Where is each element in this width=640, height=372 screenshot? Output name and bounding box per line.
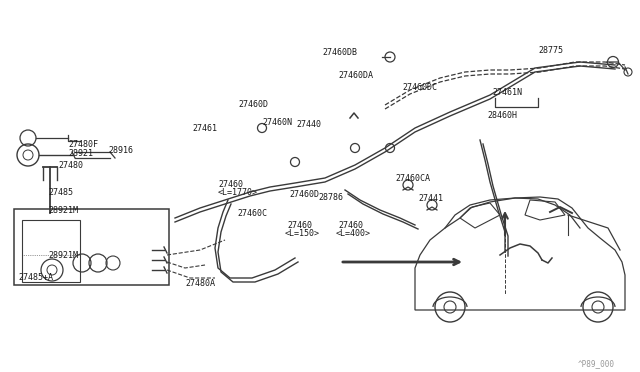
Text: 27485+A: 27485+A: [18, 273, 53, 282]
Text: 27480: 27480: [58, 160, 83, 170]
Text: 28460H: 28460H: [487, 110, 517, 119]
Text: 27485: 27485: [48, 187, 73, 196]
Text: 27480F: 27480F: [68, 140, 98, 148]
Text: 27460D: 27460D: [289, 189, 319, 199]
Text: 27460D: 27460D: [238, 99, 268, 109]
Text: 27460DA: 27460DA: [338, 71, 373, 80]
Text: 28775: 28775: [538, 45, 563, 55]
Text: <L=1770>: <L=1770>: [218, 187, 258, 196]
Text: 27461: 27461: [192, 124, 217, 132]
Text: <L=150>: <L=150>: [285, 228, 320, 237]
Text: 27460: 27460: [218, 180, 243, 189]
Text: 27460N: 27460N: [262, 118, 292, 126]
Text: 27460DB: 27460DB: [322, 48, 357, 57]
Text: 28921M: 28921M: [48, 205, 78, 215]
Text: <L=400>: <L=400>: [336, 228, 371, 237]
Text: ^P89_000: ^P89_000: [578, 359, 615, 368]
Text: 27460DC: 27460DC: [402, 83, 437, 92]
Text: 27460C: 27460C: [237, 208, 267, 218]
Text: 28916: 28916: [108, 145, 133, 154]
Text: 27460: 27460: [287, 221, 312, 230]
Text: 28921: 28921: [68, 148, 93, 157]
Text: 27441: 27441: [418, 193, 443, 202]
Text: 28921M: 28921M: [48, 250, 78, 260]
Text: 27480A: 27480A: [185, 279, 215, 289]
Text: 28786: 28786: [318, 192, 343, 202]
Text: 27461N: 27461N: [492, 87, 522, 96]
Text: 27460CA: 27460CA: [395, 173, 430, 183]
Text: 27460: 27460: [338, 221, 363, 230]
Text: 27440: 27440: [296, 119, 321, 128]
